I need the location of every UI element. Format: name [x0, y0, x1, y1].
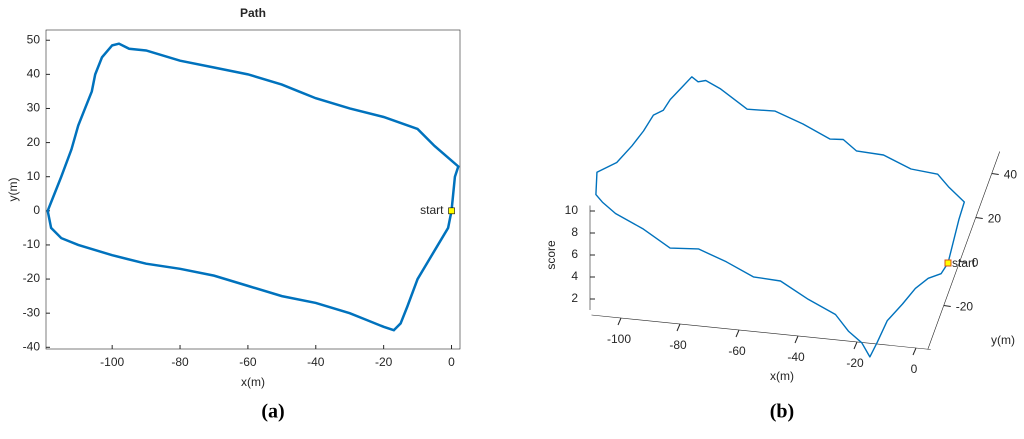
y-tick-label: 30	[27, 101, 41, 115]
z-tick-label: 6	[571, 247, 578, 261]
y-tick-label: 40	[27, 67, 41, 81]
z-tick-label: 4	[571, 269, 578, 283]
x-axis-label: x(m)	[770, 369, 794, 383]
y-tick-label: 10	[27, 169, 41, 183]
x-tick	[853, 341, 858, 350]
y-tick	[991, 173, 999, 175]
chart-title: Path	[240, 6, 266, 20]
y-tick-label: 0	[972, 256, 979, 270]
x-tick	[912, 347, 917, 356]
x-tick-label: -60	[728, 344, 746, 358]
start-label: start	[952, 256, 976, 270]
x-tick-label: -100	[607, 332, 631, 346]
x-tick-label: -40	[307, 355, 325, 369]
start-label: start	[420, 203, 444, 217]
score-line	[595, 76, 965, 358]
x-tick-label: -80	[171, 355, 189, 369]
caption: (b)	[770, 401, 794, 423]
z-axis-label: score	[544, 240, 558, 270]
x-tick-label: -80	[669, 338, 687, 352]
path-line	[46, 42, 460, 332]
y-tick	[959, 261, 967, 263]
y-tick-label: -20	[956, 300, 974, 314]
x-tick-label: -60	[239, 355, 257, 369]
start-marker	[448, 207, 455, 215]
y-tick-label: -20	[23, 271, 41, 285]
z-tick-label: 8	[571, 225, 578, 239]
plot-area	[45, 29, 461, 350]
y-tick-label: 50	[27, 32, 41, 46]
x-axis-label: x(m)	[241, 375, 265, 389]
y-axis-label: y(m)	[6, 178, 20, 202]
x-tick-label: -20	[375, 355, 393, 369]
y-axis-label: y(m)	[991, 333, 1015, 347]
start-marker	[944, 259, 952, 267]
y-tick-label: 20	[27, 135, 41, 149]
x-tick-label: -100	[100, 355, 124, 369]
caption: (a)	[261, 401, 284, 423]
y-tick	[975, 217, 983, 219]
x-tick-label: 0	[448, 355, 455, 369]
y-axis-line	[927, 151, 1001, 350]
y-tick-label: 0	[33, 203, 40, 217]
z-tick-label: 10	[565, 203, 579, 217]
x-tick-label: -20	[846, 356, 864, 370]
x-tick	[617, 317, 622, 326]
y-tick-label: 20	[988, 212, 1002, 226]
y-tick-label: -30	[23, 305, 41, 319]
y-tick	[943, 305, 951, 307]
x-tick	[676, 323, 681, 332]
y-tick-label: -10	[23, 237, 41, 251]
z-tick-label: 2	[571, 291, 578, 305]
x-tick-label: -40	[787, 350, 805, 364]
x-tick	[794, 335, 799, 344]
y-tick-label: -40	[23, 339, 41, 353]
y-tick-label: 40	[1004, 168, 1018, 182]
x-axis-line	[591, 314, 931, 350]
x-tick-label: 0	[911, 362, 918, 376]
x-tick	[735, 329, 740, 338]
